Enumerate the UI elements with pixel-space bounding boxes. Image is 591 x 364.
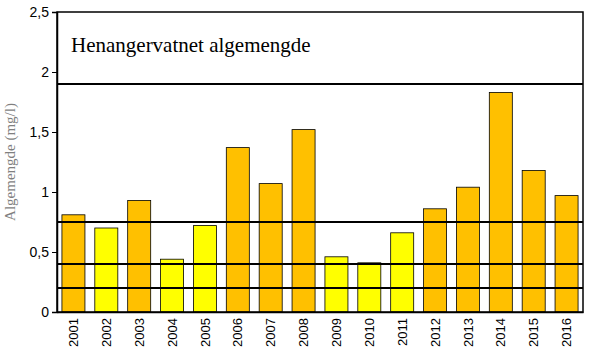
bar bbox=[161, 259, 184, 312]
y-tick-mark bbox=[52, 132, 57, 133]
x-tick: 2010 bbox=[362, 318, 377, 347]
y-axis: 0 0,5 1 1,5 2 2,5 bbox=[30, 4, 58, 320]
y-tick: 0,5 bbox=[30, 244, 57, 260]
x-tick-label: 2008 bbox=[296, 318, 311, 347]
x-tick: 2002 bbox=[99, 318, 114, 347]
x-tick: 2012 bbox=[428, 318, 443, 347]
bar bbox=[325, 257, 348, 312]
bar bbox=[95, 228, 118, 312]
y-axis-title: Algemengde (mg/l) bbox=[2, 103, 19, 221]
x-tick: 2004 bbox=[165, 318, 180, 347]
title: Henangervatnet algemengde bbox=[71, 33, 311, 57]
x-tick: 2008 bbox=[296, 318, 311, 347]
x-tick-label: 2012 bbox=[428, 318, 443, 347]
x-tick: 2001 bbox=[66, 318, 81, 347]
thresholds bbox=[57, 84, 583, 288]
y-tick-label: 0,5 bbox=[30, 244, 50, 260]
y-tick-label: 1,5 bbox=[30, 124, 50, 140]
threshold-line bbox=[57, 221, 583, 223]
x-tick-label: 2004 bbox=[165, 318, 180, 347]
bar bbox=[489, 92, 512, 312]
plot-frame bbox=[57, 12, 583, 312]
threshold-line bbox=[57, 83, 583, 85]
y-tick: 2 bbox=[41, 64, 57, 80]
x-axis: 2001 2002 2003 2004 2005 2006 2007 2008 2009 2010… bbox=[58, 313, 584, 347]
bar bbox=[424, 209, 447, 312]
x-tick-label: 2014 bbox=[493, 318, 508, 347]
x-tick: 2003 bbox=[132, 318, 147, 347]
y-axis-line bbox=[52, 13, 58, 313]
y-tick-mark bbox=[52, 12, 57, 13]
x-tick-label: 2009 bbox=[329, 318, 344, 347]
y-tick-label: 0 bbox=[41, 304, 49, 320]
y-tick-label: 1 bbox=[41, 184, 49, 200]
x-tick-label: 2003 bbox=[132, 318, 147, 347]
bar bbox=[292, 130, 315, 312]
x-tick: 2014 bbox=[493, 318, 508, 347]
x-tick-label: 2006 bbox=[230, 318, 245, 347]
x-tick: 2015 bbox=[526, 318, 541, 347]
x-tick-label: 2002 bbox=[99, 318, 114, 347]
x-tick: 2013 bbox=[460, 318, 475, 347]
y-tick: 2,5 bbox=[30, 4, 57, 20]
y-tick-label: 2,5 bbox=[30, 4, 50, 20]
x-tick: 2007 bbox=[263, 318, 278, 347]
x-tick: 2016 bbox=[559, 318, 574, 347]
x-tick: 2009 bbox=[329, 318, 344, 347]
bars bbox=[62, 92, 578, 312]
y-tick-mark bbox=[52, 312, 57, 313]
x-tick: 2005 bbox=[197, 318, 212, 347]
y-tick-mark bbox=[52, 72, 57, 73]
x-tick-label: 2010 bbox=[362, 318, 377, 347]
x-tick-label: 2011 bbox=[395, 318, 410, 346]
chart: 0 0,5 1 1,5 2 2,5 2001 2002 2003 2004 2005 2006 2007… bbox=[0, 0, 591, 364]
x-tick-label: 2007 bbox=[263, 318, 278, 347]
bar bbox=[193, 226, 216, 312]
y-tick: 1 bbox=[41, 184, 57, 200]
threshold-line bbox=[57, 287, 583, 289]
x-tick: 2006 bbox=[230, 318, 245, 347]
bar bbox=[456, 187, 479, 312]
y-tick-label: 2 bbox=[41, 64, 49, 80]
bar bbox=[555, 196, 578, 312]
bar bbox=[522, 170, 545, 312]
x-axis-line bbox=[58, 312, 584, 314]
plot: 0 0,5 1 1,5 2 2,5 2001 2002 2003 2004 2005 2006 2007… bbox=[30, 4, 584, 347]
y-tick-mark bbox=[52, 252, 57, 253]
x-tick: 2011 bbox=[395, 318, 410, 346]
bar bbox=[391, 233, 414, 312]
threshold-line bbox=[57, 263, 583, 265]
y-tick-mark bbox=[52, 192, 57, 193]
x-tick-label: 2013 bbox=[460, 318, 475, 347]
bar bbox=[128, 200, 151, 312]
x-tick-label: 2005 bbox=[197, 318, 212, 347]
x-tick-label: 2016 bbox=[559, 318, 574, 347]
bar bbox=[259, 184, 282, 312]
x-tick-label: 2001 bbox=[66, 318, 81, 347]
y-tick: 1,5 bbox=[30, 124, 57, 140]
x-tick-label: 2015 bbox=[526, 318, 541, 347]
y-tick: 0 bbox=[41, 304, 57, 320]
